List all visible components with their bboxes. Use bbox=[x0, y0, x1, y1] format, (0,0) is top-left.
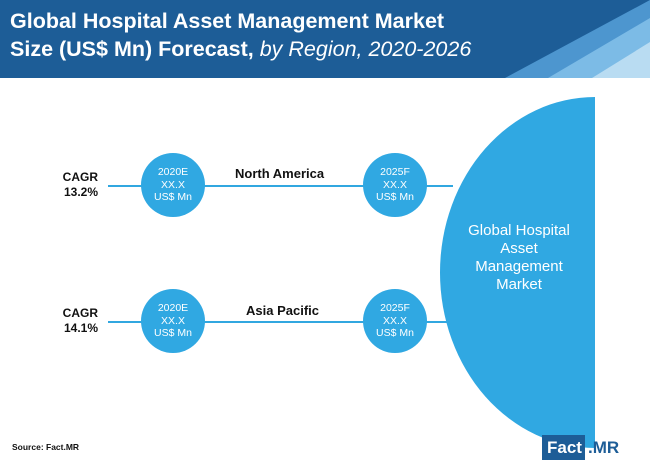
row-1-end-year: 2025F bbox=[380, 166, 410, 179]
row-1-start-unit: US$ Mn bbox=[154, 191, 192, 204]
market-label-line-3: Management bbox=[475, 258, 563, 275]
page-title: Global Hospital Asset Management Market … bbox=[10, 7, 471, 63]
row-1-start-circle: 2020E XX.X US$ Mn bbox=[141, 153, 205, 217]
title-line-2-italic: by Region, 2020-2026 bbox=[253, 37, 472, 61]
source-note: Source: Fact.MR bbox=[12, 442, 80, 452]
factmr-logo: Fact .MR bbox=[542, 435, 619, 460]
row-2-region-label: Asia Pacific bbox=[246, 303, 319, 318]
row-1-start-value: XX.X bbox=[161, 178, 185, 191]
row-2-end-unit: US$ Mn bbox=[376, 327, 414, 340]
row-1-end-unit: US$ Mn bbox=[376, 191, 414, 204]
row-2-cagr: CAGR 14.1% bbox=[40, 306, 98, 336]
row-2-end-value: XX.X bbox=[383, 314, 407, 327]
row-2-start-value: XX.X bbox=[161, 314, 185, 327]
market-label: Global Hospital Asset Management Market bbox=[446, 222, 592, 294]
header-band: Global Hospital Asset Management Market … bbox=[0, 0, 650, 78]
header-stripes bbox=[505, 0, 650, 78]
row-2-cagr-label: CAGR bbox=[62, 306, 98, 320]
row-1-end-value: XX.X bbox=[383, 178, 407, 191]
market-label-line-2: Asset bbox=[500, 240, 538, 257]
row-1-start-year: 2020E bbox=[157, 166, 189, 179]
row-1-region-label: North America bbox=[235, 166, 325, 181]
market-label-line-4: Market bbox=[496, 276, 542, 293]
row-2-end-year: 2025F bbox=[380, 302, 410, 315]
row-1-cagr: CAGR 13.2% bbox=[40, 170, 98, 200]
row-1-connector-line bbox=[108, 185, 453, 187]
row-2-start-year: 2020E bbox=[157, 302, 189, 315]
title-line-2-bold: Size (US$ Mn) Forecast, bbox=[10, 37, 254, 61]
logo-mr: .MR bbox=[587, 437, 620, 457]
market-label-line-1: Global Hospital bbox=[468, 222, 570, 239]
row-2-end-circle: 2025F XX.X US$ Mn bbox=[363, 289, 427, 353]
row-2-start-circle: 2020E XX.X US$ Mn bbox=[141, 289, 205, 353]
row-2-start-unit: US$ Mn bbox=[154, 327, 192, 340]
logo-fact: Fact bbox=[542, 435, 585, 460]
row-1-cagr-value: 13.2% bbox=[63, 185, 98, 199]
row-2-connector-line bbox=[108, 321, 453, 323]
row-2-cagr-value: 14.1% bbox=[63, 321, 98, 335]
title-line-1: Global Hospital Asset Management Market bbox=[10, 9, 445, 33]
row-1-end-circle: 2025F XX.X US$ Mn bbox=[363, 153, 427, 217]
title-line-2: Size (US$ Mn) Forecast, by Region, 2020-… bbox=[10, 35, 471, 63]
row-1-cagr-label: CAGR bbox=[62, 170, 98, 184]
